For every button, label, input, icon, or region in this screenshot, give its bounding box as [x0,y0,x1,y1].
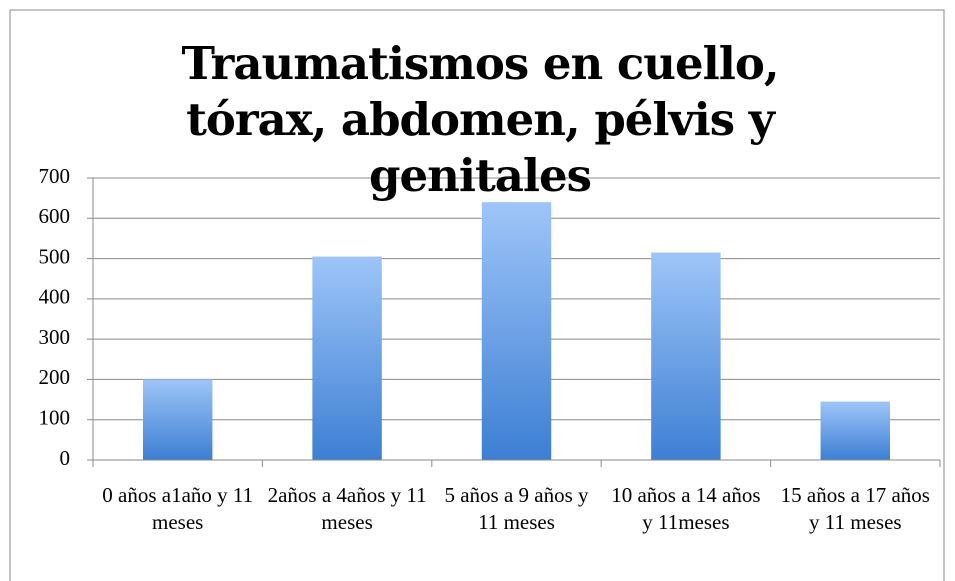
bar [820,401,891,460]
y-tick-label: 700 [39,164,71,188]
chart-title: Traumatismos en cuello, tórax, abdomen, … [181,37,779,202]
y-tick-label: 0 [60,446,71,470]
chart-border [9,9,945,581]
y-tick-label: 600 [39,204,71,228]
x-tick-label: 5 años a 9 años y 11 meses [444,483,589,534]
y-tick-label: 400 [39,285,71,309]
y-tick-label: 500 [39,244,71,268]
bar [312,256,382,460]
bar [142,379,213,460]
x-tick-label: 0 años a1año y 11 meses [102,483,254,534]
y-tick-label: 200 [39,365,71,389]
x-tick-label: 2años a 4años y 11 meses [267,483,427,534]
bar [481,202,552,460]
x-tick-label: 10 años a 14 años y 11meses [611,483,761,534]
x-tick-label: 15 años a 17 años y 11 meses [780,483,930,534]
y-tick-label: 300 [39,325,71,349]
y-tick-label: 100 [39,406,71,430]
bar [651,252,721,460]
